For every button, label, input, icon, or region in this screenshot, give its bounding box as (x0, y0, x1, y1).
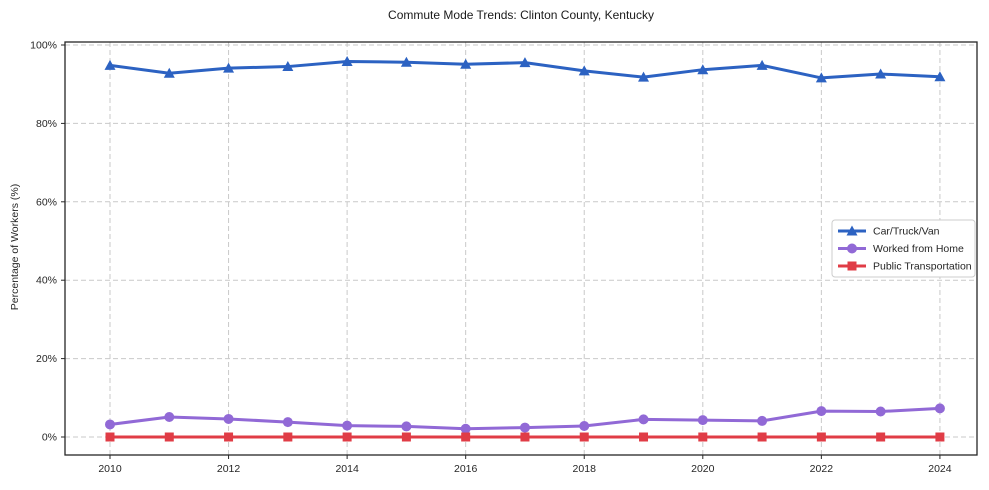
marker-car-truck-van (282, 61, 294, 72)
x-tick-label: 2014 (335, 463, 359, 475)
marker-car-truck-van (519, 57, 531, 68)
marker-worked-from-home (519, 422, 530, 433)
marker-worked-from-home (105, 419, 115, 430)
legend-swatch-marker-car-truck-van (846, 225, 858, 236)
marker-worked-from-home (875, 406, 886, 417)
legend-box (831, 219, 976, 278)
marker-worked-from-home (282, 417, 293, 428)
marker-public-transportation (461, 432, 471, 442)
marker-worked-from-home (401, 421, 412, 432)
marker-car-truck-van (223, 62, 235, 73)
marker-car-truck-van (104, 59, 116, 70)
x-tick-label: 2012 (217, 463, 241, 475)
x-tick-label: 2020 (691, 463, 715, 475)
y-tick-label: 100% (30, 40, 57, 52)
marker-car-truck-van (875, 68, 887, 79)
marker-worked-from-home (757, 415, 768, 426)
marker-public-transportation (224, 432, 234, 442)
marker-car-truck-van (756, 59, 768, 70)
x-tick-label: 2010 (98, 463, 122, 475)
marker-public-transportation (639, 432, 649, 442)
marker-worked-from-home (460, 423, 471, 434)
marker-car-truck-van (578, 65, 590, 76)
marker-worked-from-home (164, 412, 175, 423)
marker-car-truck-van (460, 58, 472, 69)
marker-car-truck-van (400, 56, 412, 67)
x-tick-label: 2018 (573, 463, 597, 475)
legend-swatch-marker-public-transportation (847, 261, 857, 271)
marker-public-transportation (342, 432, 352, 442)
marker-public-transportation (816, 432, 826, 442)
marker-car-truck-van (638, 71, 650, 82)
y-tick-label: 40% (36, 275, 57, 287)
legend-label-car-truck-van: Car/Truck/Van (873, 226, 940, 238)
marker-public-transportation (283, 432, 293, 442)
marker-public-transportation (757, 432, 767, 442)
marker-car-truck-van (163, 67, 175, 78)
plot-border (64, 41, 978, 456)
marker-worked-from-home (816, 406, 827, 417)
marker-worked-from-home (342, 420, 353, 431)
marker-worked-from-home (579, 421, 590, 432)
x-tick-label: 2022 (810, 463, 834, 475)
legend-swatch-marker-worked-from-home (847, 243, 857, 254)
marker-public-transportation (876, 432, 886, 442)
marker-car-truck-van (815, 72, 827, 83)
marker-worked-from-home (223, 413, 234, 424)
marker-public-transportation (520, 432, 530, 442)
marker-public-transportation (164, 432, 174, 442)
y-tick-label: 60% (36, 196, 57, 208)
y-tick-label: 80% (36, 118, 57, 130)
legend-label-worked-from-home: Worked from Home (873, 243, 964, 255)
marker-car-truck-van (697, 64, 709, 75)
x-tick-label: 2016 (454, 463, 478, 475)
y-tick-label: 20% (36, 353, 57, 365)
y-tick-label: 0% (42, 432, 57, 444)
x-tick-label: 2024 (928, 463, 952, 475)
marker-public-transportation (935, 432, 945, 442)
marker-worked-from-home (934, 403, 945, 414)
marker-worked-from-home (697, 415, 708, 426)
marker-worked-from-home (638, 414, 649, 425)
marker-public-transportation (698, 432, 708, 442)
marker-car-truck-van (934, 71, 946, 82)
marker-car-truck-van (341, 55, 353, 66)
chart-title: Commute Mode Trends: Clinton County, Ken… (388, 8, 654, 22)
marker-public-transportation (579, 432, 589, 442)
legend-label-public-transportation: Public Transportation (873, 261, 972, 273)
marker-public-transportation (401, 432, 411, 442)
marker-public-transportation (105, 432, 115, 442)
